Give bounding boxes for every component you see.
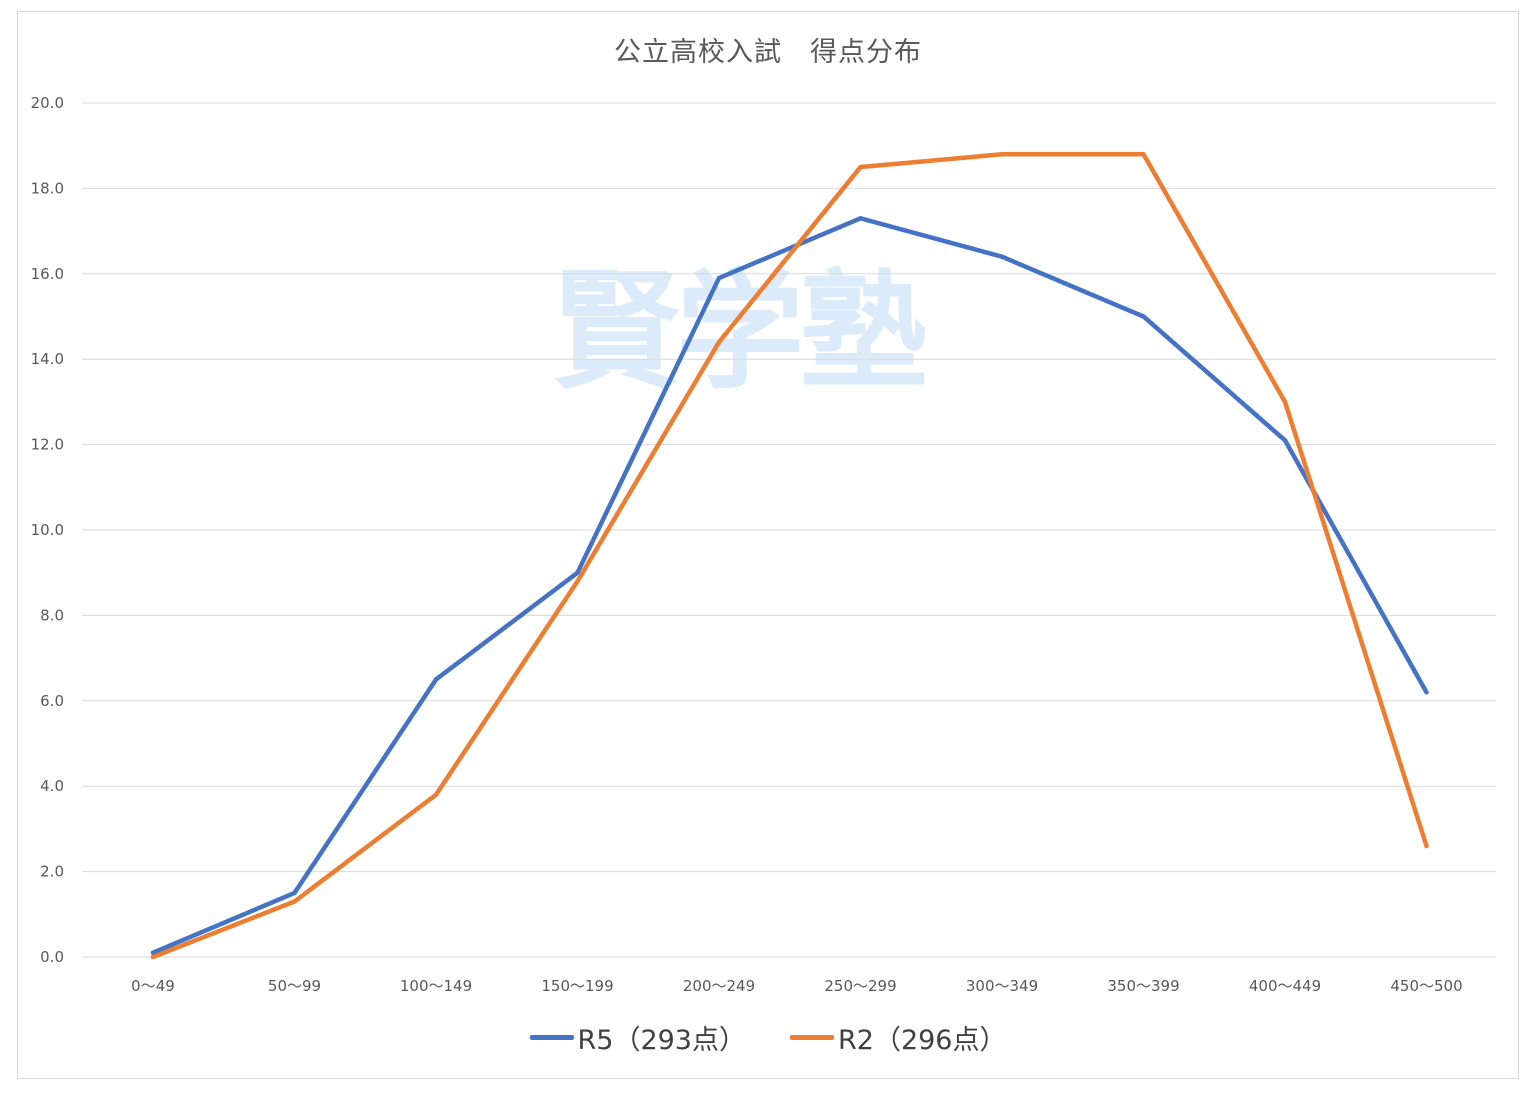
- chart-frame: [17, 11, 1519, 1079]
- series-line-0: [150, 216, 1429, 955]
- legend-swatch-r2: [790, 1035, 834, 1040]
- data-point-s0-7: [1141, 314, 1146, 319]
- x-tick-label-7: 350～399: [1107, 977, 1179, 995]
- y-tick-label-3: 6.0: [40, 692, 64, 710]
- x-tick-label-5: 250～299: [824, 977, 896, 995]
- data-point-s1-5: [858, 164, 863, 170]
- series-line-1: [150, 151, 1429, 960]
- legend: R5（293点） R2（296点）: [0, 1018, 1536, 1057]
- x-tick-label-3: 150～199: [541, 977, 613, 995]
- data-point-s0-8: [1282, 438, 1288, 443]
- data-point-s1-4: [716, 339, 722, 345]
- data-point-s0-1: [292, 890, 297, 896]
- x-tick-label-9: 450～500: [1390, 977, 1462, 995]
- x-tick-label-1: 50～99: [268, 977, 321, 995]
- y-tick-label-8: 16.0: [31, 265, 64, 283]
- data-point-s1-8: [1282, 399, 1288, 405]
- x-tick-label-6: 300～349: [966, 977, 1038, 995]
- legend-item-r5: R5（293点）: [529, 1018, 746, 1057]
- y-tick-label-6: 12.0: [31, 436, 64, 454]
- y-tick-label-2: 4.0: [40, 777, 64, 795]
- data-point-s1-9: [1424, 843, 1429, 849]
- data-point-s1-2: [433, 792, 439, 797]
- y-tick-label-10: 20.0: [31, 94, 64, 112]
- x-tick-label-8: 400～449: [1249, 977, 1321, 995]
- data-point-s0-4: [716, 275, 722, 281]
- data-point-s0-2: [433, 677, 439, 682]
- x-tick-label-4: 200～249: [683, 977, 755, 995]
- x-tick-label-2: 100～149: [400, 977, 472, 995]
- y-tick-label-9: 18.0: [31, 179, 64, 197]
- watermark-logo: 賢学塾: [552, 258, 928, 407]
- legend-swatch-r5: [529, 1035, 574, 1040]
- y-tick-label-1: 2.0: [40, 863, 64, 881]
- chart-title: 公立高校入試 得点分布: [614, 37, 922, 68]
- legend-item-r2: R2（296点）: [790, 1018, 1006, 1057]
- data-point-s1-0: [150, 954, 156, 960]
- data-point-s1-7: [1141, 152, 1146, 157]
- y-tick-label-7: 14.0: [31, 350, 64, 368]
- y-tick-label-4: 8.0: [40, 606, 64, 624]
- data-point-s0-5: [858, 216, 863, 221]
- data-point-s0-9: [1424, 690, 1429, 695]
- x-tick-label-0: 0～49: [131, 977, 175, 995]
- y-tick-label-0: 0.0: [40, 948, 64, 966]
- data-point-s1-1: [292, 899, 297, 904]
- y-tick-label-5: 10.0: [31, 521, 64, 539]
- data-point-s1-3: [575, 579, 580, 584]
- data-point-s1-6: [999, 152, 1005, 157]
- legend-label-r5: R5（293点）: [577, 1025, 746, 1056]
- data-point-s0-3: [575, 570, 580, 575]
- legend-label-r2: R2（296点）: [838, 1025, 1007, 1056]
- data-point-s0-0: [150, 950, 156, 955]
- data-point-s0-6: [999, 254, 1005, 259]
